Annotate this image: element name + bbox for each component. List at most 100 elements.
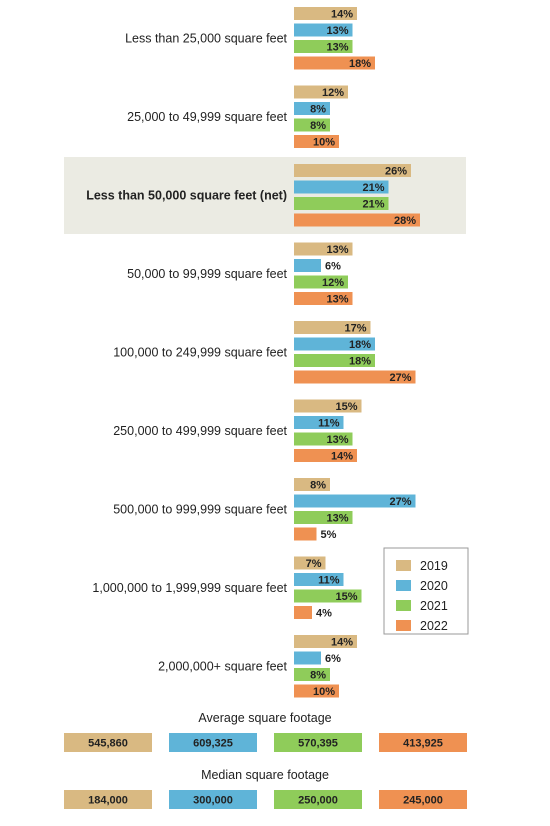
category-label: 25,000 to 49,999 square feet <box>127 110 287 124</box>
bar-2020 <box>294 259 321 272</box>
bar-2019 <box>294 164 411 177</box>
bar-2020 <box>294 573 344 586</box>
bar-2021 <box>294 197 389 210</box>
bar-2021 <box>294 589 362 603</box>
bar-2020 <box>294 416 344 429</box>
legend-label: 2022 <box>420 619 448 633</box>
summary-value: 184,000 <box>88 795 128 807</box>
summary-box-2022 <box>379 790 467 809</box>
bar-value-label: 10% <box>313 686 335 698</box>
category-label: 100,000 to 249,999 square feet <box>113 345 287 359</box>
category-label: 250,000 to 499,999 square feet <box>113 424 287 438</box>
category-label: 500,000 to 999,999 square feet <box>113 502 287 516</box>
summary-value: 570,395 <box>298 738 338 750</box>
bar-2021 <box>294 432 353 446</box>
bar-2020 <box>294 102 330 115</box>
summary-box-2022 <box>379 733 467 752</box>
bar-value-label: 6% <box>325 261 341 273</box>
category-label: Less than 25,000 square feet <box>125 31 287 45</box>
summary-value: 545,860 <box>88 738 128 750</box>
summary-heading: Median square footage <box>201 768 329 782</box>
bar-2019 <box>294 321 371 334</box>
bar-2021 <box>294 511 353 524</box>
bar-value-label: 10% <box>313 137 335 149</box>
bar-value-label: 8% <box>310 670 326 682</box>
bar-2022 <box>294 449 357 462</box>
bar-2022 <box>294 684 339 698</box>
category-label: 1,000,000 to 1,999,999 square feet <box>92 581 287 595</box>
legend-label: 2019 <box>420 559 448 573</box>
bar-value-label: 14% <box>331 9 353 21</box>
bar-value-label: 14% <box>331 451 353 463</box>
bar-2019 <box>294 478 330 491</box>
bar-2019 <box>294 7 357 20</box>
bar-value-label: 17% <box>344 323 366 335</box>
bar-value-label: 4% <box>316 608 332 620</box>
bar-2020 <box>294 180 389 194</box>
bar-2022 <box>294 135 339 148</box>
bar-2022 <box>294 292 353 305</box>
bar-value-label: 6% <box>325 653 341 665</box>
summary-value: 413,925 <box>403 738 443 750</box>
bar-value-label: 21% <box>362 199 384 211</box>
legend-label: 2020 <box>420 579 448 593</box>
bar-2022 <box>294 527 317 541</box>
summary-value: 245,000 <box>403 795 443 807</box>
legend-swatch-2021 <box>396 600 411 611</box>
bar-value-label: 13% <box>326 42 348 54</box>
bar-value-label: 11% <box>318 575 340 587</box>
bar-2022 <box>294 370 416 384</box>
category-label: 2,000,000+ square feet <box>158 659 287 673</box>
bar-2019 <box>294 85 348 99</box>
summary-box-2019 <box>64 790 152 809</box>
bar-value-label: 18% <box>349 339 371 351</box>
bar-value-label: 14% <box>331 637 353 649</box>
bar-value-label: 12% <box>322 87 344 99</box>
bar-value-label: 13% <box>326 244 348 256</box>
summary-box-2021 <box>274 733 362 752</box>
category-label: Less than 50,000 square feet (net) <box>86 188 287 202</box>
bar-2021 <box>294 118 330 132</box>
bar-value-label: 11% <box>318 418 340 430</box>
bar-2019 <box>294 635 357 648</box>
bar-value-label: 15% <box>335 401 357 413</box>
category-label: 50,000 to 99,999 square feet <box>127 267 287 281</box>
bar-2020 <box>294 651 321 665</box>
bar-2022 <box>294 606 312 619</box>
bar-2019 <box>294 399 362 413</box>
summary-value: 609,325 <box>193 738 233 750</box>
bar-value-label: 8% <box>310 480 326 492</box>
legend-swatch-2022 <box>396 620 411 631</box>
bar-2021 <box>294 354 375 367</box>
bar-2021 <box>294 40 353 53</box>
bar-2019 <box>294 242 353 256</box>
bar-2021 <box>294 668 330 681</box>
legend-label: 2021 <box>420 599 448 613</box>
bar-value-label: 18% <box>349 356 371 368</box>
bar-2022 <box>294 56 375 70</box>
bar-value-label: 8% <box>310 104 326 116</box>
summary-value: 250,000 <box>298 795 338 807</box>
bar-2021 <box>294 275 348 289</box>
bar-value-label: 12% <box>322 277 344 289</box>
bar-value-label: 13% <box>326 25 348 37</box>
bar-2020 <box>294 337 375 351</box>
summary-box-2020 <box>169 733 257 752</box>
bar-2020 <box>294 23 353 37</box>
summary-value: 300,000 <box>193 795 233 807</box>
bar-2022 <box>294 213 420 227</box>
bar-2019 <box>294 556 326 570</box>
summary-box-2020 <box>169 790 257 809</box>
bar-value-label: 13% <box>326 294 348 306</box>
legend-swatch-2019 <box>396 560 411 571</box>
bar-value-label: 8% <box>310 120 326 132</box>
bar-value-label: 15% <box>335 591 357 603</box>
bar-value-label: 18% <box>349 58 371 70</box>
bar-2020 <box>294 494 416 508</box>
summary-box-2019 <box>64 733 152 752</box>
bar-value-label: 27% <box>389 372 411 384</box>
bar-value-label: 13% <box>326 513 348 525</box>
summary-heading: Average square footage <box>198 711 331 725</box>
bar-value-label: 7% <box>306 558 322 570</box>
